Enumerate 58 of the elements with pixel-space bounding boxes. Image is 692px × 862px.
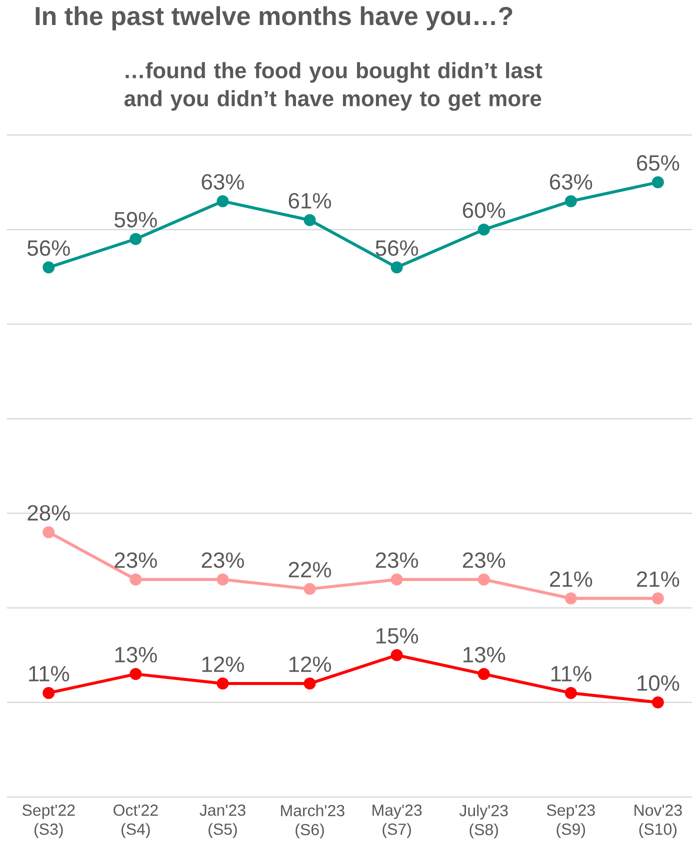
data-label: 12%: [202, 656, 244, 672]
x-tick-label: Jan'23 (S5): [199, 804, 246, 838]
data-label: 23%: [202, 552, 244, 568]
point: [42, 686, 54, 699]
data-label: 22%: [288, 562, 331, 578]
data-label: 61%: [288, 192, 331, 209]
point: [130, 573, 142, 586]
point: [216, 573, 229, 586]
data-label: 21%: [550, 571, 592, 587]
point: [304, 678, 316, 690]
point: [478, 668, 490, 680]
chart-subtitle: …found the food you bought didn’t last and you didn’t have money to get more: [124, 62, 542, 111]
data-label: 13%: [115, 646, 157, 663]
point: [652, 176, 664, 188]
point: [42, 261, 54, 274]
point: [42, 526, 54, 538]
data-label: 10%: [637, 675, 679, 691]
x-tick-label: Sept'22 (S3): [22, 804, 75, 838]
data-label: 28%: [28, 505, 70, 521]
point: [390, 649, 403, 662]
point: [390, 261, 403, 274]
x-tick-label: Sep'23 (S9): [546, 804, 595, 838]
point: [478, 573, 490, 586]
point: [564, 592, 577, 604]
data-label: 65%: [636, 155, 679, 171]
data-label: 11%: [28, 666, 69, 682]
data-label: 12%: [289, 656, 331, 672]
data-label: 56%: [27, 240, 70, 256]
x-tick-label: Nov'23 (S10): [634, 804, 682, 838]
data-label: 23%: [376, 552, 418, 568]
data-label: 59%: [114, 212, 157, 228]
data-label: 60%: [462, 202, 505, 218]
point: [564, 686, 577, 699]
point: [564, 195, 577, 208]
x-tick-label: March'23 (S6): [280, 804, 344, 838]
point: [390, 573, 403, 586]
x-tick-label: May'23 (S7): [372, 804, 422, 838]
data-label: 11%: [551, 666, 592, 682]
chart-title: In the past twelve months have you…?: [36, 6, 512, 30]
x-tick-label: July'23 (S8): [459, 804, 508, 838]
point: [130, 668, 142, 680]
point: [304, 214, 316, 226]
point: [652, 696, 664, 708]
data-label: 63%: [202, 174, 244, 190]
point: [216, 195, 229, 208]
data-label: 23%: [462, 552, 505, 568]
point: [304, 582, 316, 595]
data-label: 13%: [463, 646, 505, 663]
x-tick-label: Oct'22 (S4): [113, 804, 158, 838]
point: [216, 678, 229, 690]
point: [130, 233, 142, 246]
point: [478, 224, 490, 236]
data-label: 23%: [114, 552, 157, 568]
data-label: 63%: [550, 174, 592, 190]
point: [652, 592, 664, 604]
data-label: 15%: [376, 628, 418, 644]
data-label: 21%: [636, 571, 679, 587]
data-label: 56%: [375, 240, 418, 256]
